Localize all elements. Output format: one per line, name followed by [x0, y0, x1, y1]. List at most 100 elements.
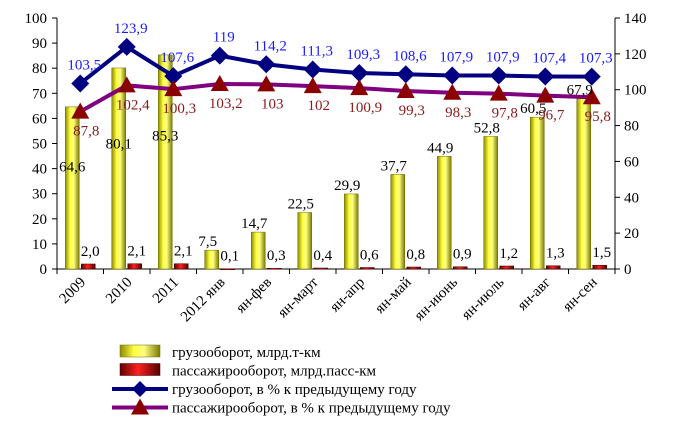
right-tick-label: 60: [624, 154, 639, 170]
label-freight-pct: 123,9: [114, 21, 148, 37]
bar-passenger: [406, 266, 421, 270]
label-freight-pct: 107,9: [486, 50, 520, 66]
label-passenger-pct: 95,8: [585, 109, 611, 125]
label-passenger-pct: 102: [308, 98, 331, 114]
point-freight-pct: [210, 46, 229, 65]
legend-label: пассажирооборот, в % к предыдущему году: [172, 401, 451, 417]
point-passenger-pct: [350, 79, 369, 96]
point-passenger-pct: [210, 74, 229, 91]
label-passenger: 0,6: [360, 247, 379, 263]
label-passenger-pct: 87,8: [73, 124, 99, 140]
point-passenger-pct: [164, 80, 183, 97]
point-freight-pct: [536, 67, 555, 86]
right-tick-label: 40: [624, 190, 639, 206]
label-freight: 22,5: [288, 197, 314, 213]
bar-passenger: [81, 263, 96, 270]
label-freight: 60,5: [520, 101, 546, 117]
bar-passenger: [592, 264, 607, 270]
bar-passenger: [220, 268, 235, 270]
label-freight: 37,7: [381, 158, 408, 174]
label-passenger: 1,3: [546, 246, 565, 262]
bar-passenger: [127, 263, 142, 270]
x-tick-label: ян-июнь: [412, 274, 462, 324]
left-tick-label: 40: [32, 162, 47, 178]
label-passenger: 2,0: [81, 244, 100, 260]
label-freight-pct: 111,3: [300, 43, 333, 59]
point-freight-pct: [164, 67, 183, 86]
label-freight: 14,7: [241, 216, 268, 232]
label-freight-pct: 119: [213, 30, 235, 46]
left-tick-label: 90: [32, 36, 47, 52]
left-tick-label: 50: [32, 137, 47, 153]
label-freight-pct: 114,2: [254, 38, 287, 54]
label-passenger-pct: 100,9: [348, 100, 382, 116]
label-passenger: 2,1: [174, 244, 193, 260]
bar-freight: [483, 136, 498, 270]
point-freight-pct: [350, 64, 369, 83]
label-passenger: 0,8: [406, 247, 425, 263]
left-tick-label: 60: [32, 111, 47, 127]
point-freight-pct: [257, 55, 276, 74]
bar-freight: [437, 156, 452, 270]
label-passenger-pct: 98,3: [445, 105, 471, 121]
point-passenger-pct: [303, 77, 322, 94]
label-freight-pct: 109,3: [346, 47, 380, 63]
point-freight-pct: [303, 60, 322, 79]
bar-passenger: [453, 266, 468, 270]
right-tick-label: 20: [624, 226, 639, 242]
legend-label: грузооборот, млрд.т-км: [172, 345, 321, 361]
label-freight: 29,9: [334, 178, 360, 194]
label-freight: 44,9: [427, 140, 453, 156]
label-freight: 52,8: [474, 120, 500, 136]
point-freight-pct: [582, 67, 601, 86]
point-freight-pct: [489, 66, 508, 85]
point-freight-pct: [117, 37, 136, 56]
left-tick-label: 70: [32, 86, 47, 102]
bar-freight: [390, 174, 405, 270]
label-passenger-pct: 96,7: [538, 108, 565, 124]
bar-freight: [65, 106, 80, 270]
left-tick-label: 10: [32, 237, 47, 253]
label-freight: 64,6: [59, 160, 86, 176]
label-freight-pct: 107,6: [160, 50, 194, 66]
bar-freight: [158, 54, 173, 270]
point-passenger-pct: [396, 81, 415, 98]
legend: грузооборот, млрд.т-км пассажирооборот, м…: [112, 344, 451, 417]
x-tick-label: 2010: [103, 275, 136, 308]
x-tick-label: ян-июль: [459, 274, 508, 323]
label-passenger: 1,5: [592, 245, 611, 261]
label-passenger-pct: 103,2: [209, 96, 243, 112]
left-tick-label: 0: [40, 262, 48, 278]
right-tick-label: 80: [624, 119, 639, 135]
bars: [65, 54, 607, 270]
label-freight: 67,9: [567, 83, 593, 99]
x-tick-label: ян-апр: [327, 275, 368, 316]
bar-freight: [111, 67, 126, 270]
label-freight: 80,1: [106, 136, 132, 152]
label-passenger: 1,2: [499, 246, 518, 262]
label-passenger-pct: 103: [261, 96, 284, 112]
right-tick-label: 120: [624, 47, 647, 63]
legend-swatch: [119, 344, 161, 358]
bar-passenger: [360, 267, 375, 270]
bar-freight: [204, 249, 219, 270]
label-freight-pct: 103,5: [67, 57, 101, 73]
label-passenger: 0,4: [313, 248, 332, 264]
legend-label: грузооборот, в % к предыдущему году: [172, 382, 417, 398]
x-tick-label: ян-авг: [515, 275, 554, 314]
bar-passenger: [313, 267, 328, 270]
label-freight-pct: 107,4: [532, 50, 566, 66]
point-passenger-pct: [443, 83, 462, 100]
x-tick-label: 2009: [57, 275, 90, 308]
bar-passenger: [174, 263, 189, 270]
label-freight-pct: 108,6: [393, 48, 427, 64]
label-passenger-pct: 102,4: [116, 97, 150, 113]
legend-label: пассажирооборот, млрд.пасс-км: [172, 364, 377, 380]
left-tick-label: 100: [25, 11, 48, 27]
label-passenger-pct: 99,3: [399, 103, 425, 119]
x-tick-label: ян-сен: [560, 275, 601, 316]
right-tick-label: 0: [624, 262, 632, 278]
point-freight-pct: [443, 66, 462, 85]
label-freight-pct: 107,9: [439, 50, 473, 66]
